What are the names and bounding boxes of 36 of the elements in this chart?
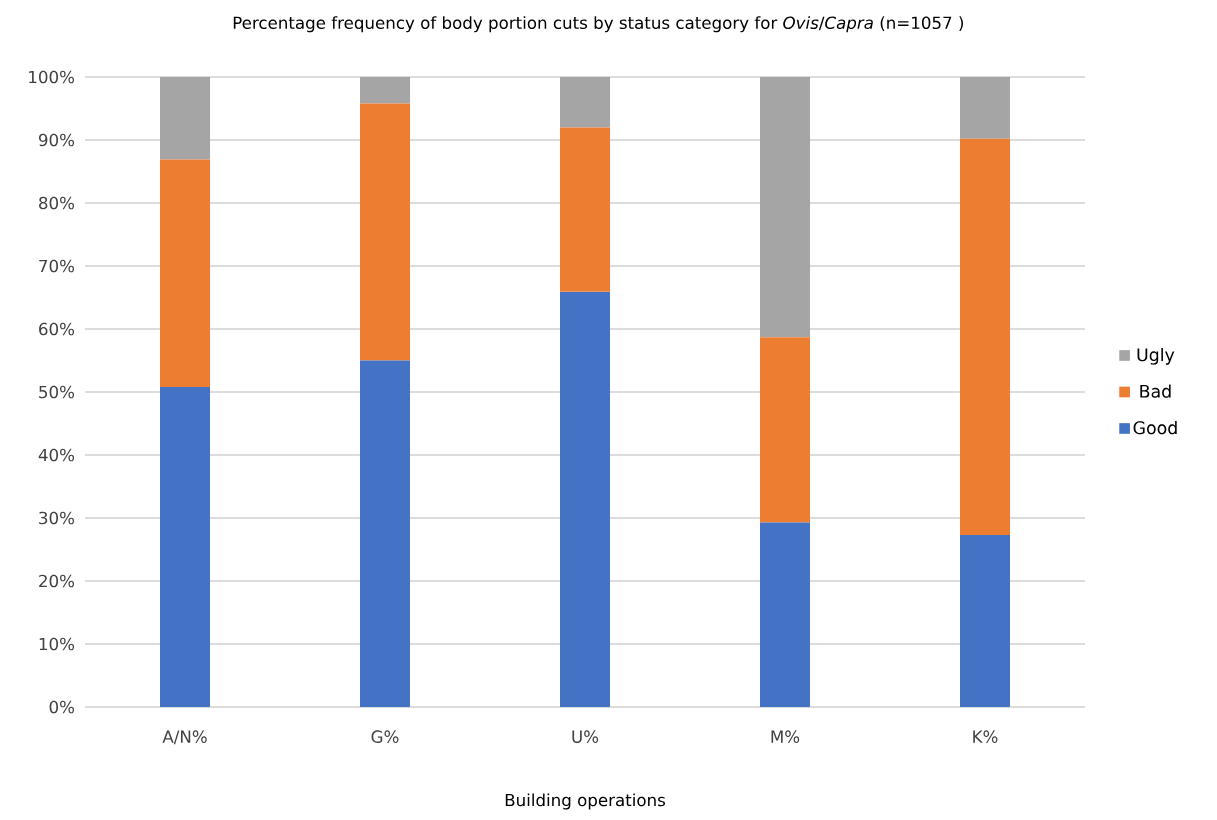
y-tick-label: 60% [39,322,75,336]
y-tick-label: 100% [29,70,75,84]
y-tick-label: 90% [38,133,75,147]
bar [160,386,211,707]
x-tick-label: U% [572,730,599,743]
x-tick-label: A/N% [162,730,207,745]
y-tick-label: 20% [39,574,75,588]
bar [560,127,611,292]
bar [960,138,1011,535]
bar [160,159,211,387]
bar [760,522,811,707]
legend-label: Bad [1140,384,1171,398]
x-axis-title: Building operations [505,793,666,810]
chart-title: Percentage frequency of body portion cuts by status category for Ovis/Capra (n=1057 ) [233,16,964,33]
bar [560,76,611,128]
y-tick-label: 10% [39,637,75,651]
y-tick-label: 30% [39,511,75,525]
bar [960,535,1011,707]
y-tick-label: 70% [39,259,75,273]
bar [560,291,611,707]
bar [160,76,211,160]
bar [960,76,1011,139]
x-tick-label: M% [771,730,800,743]
y-tick-label: 0% [49,700,75,714]
bar [360,360,411,707]
bar [760,337,811,523]
bar [760,76,811,338]
legend-label: Good [1133,420,1177,435]
y-tick-label: 40% [38,448,75,462]
bar [360,103,411,361]
legend-label: Ugly [1137,347,1175,365]
x-tick-label: G% [371,730,399,743]
x-tick-label: K% [973,730,998,743]
y-tick-label: 80% [39,196,75,210]
y-tick-label: 50% [39,385,75,399]
bar [360,76,411,104]
